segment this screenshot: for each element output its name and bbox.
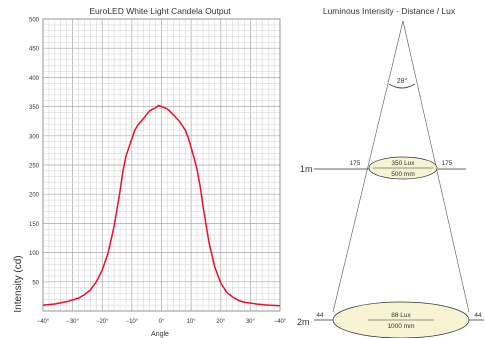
level-1m-left-value: 175: [350, 160, 361, 167]
lux-diagram: Luminous Intensity - Distance / Lux 28° …: [297, 6, 484, 338]
plot-frame: [42, 18, 281, 312]
level-2m: 2m 88 Lux 1000 mm 44 44: [297, 301, 484, 338]
beam-edge-left: [332, 20, 404, 313]
y-tick-label: 150: [29, 222, 40, 228]
x-axis-label: Angle: [151, 331, 169, 338]
y-tick-label: 250: [29, 164, 40, 170]
level-1m-lux: 350 Lux: [391, 160, 415, 167]
beam-angle-arc: [388, 83, 416, 89]
level-2m-right-value: 44: [474, 312, 482, 319]
y-tick-labels: 50 100 150 200 250 300 350 400 450 500: [29, 18, 40, 287]
x-tick-label: 10°: [187, 319, 197, 325]
x-tick-label: −40°: [37, 319, 50, 325]
level-2m-distance: 2m: [297, 317, 310, 327]
y-tick-label: 450: [29, 47, 40, 53]
x-tick-label: 20°: [216, 319, 226, 325]
level-1m-diameter: 500 mm: [391, 171, 414, 178]
y-tick-label: 200: [29, 193, 40, 199]
chart-grid: [42, 18, 281, 312]
candela-series-line: [42, 104, 281, 307]
y-tick-label: 300: [29, 134, 40, 140]
level-2m-left-value: 44: [316, 312, 324, 319]
x-tick-label: −10°: [126, 319, 139, 325]
y-tick-label: 350: [29, 105, 40, 111]
x-tick-labels: −40° −30° −20° −10° 0° 10° 20° 30° −40°: [37, 319, 287, 325]
chart-title: EuroLED White Light Candela Output: [89, 6, 231, 16]
candela-chart: EuroLED White Light Candela Output 50 100…: [13, 6, 287, 338]
level-2m-lux: 88 Lux: [391, 312, 411, 319]
level-1m-distance: 1m: [300, 164, 313, 174]
level-2m-diameter: 1000 mm: [387, 323, 414, 330]
y-tick-label: 400: [29, 76, 40, 82]
diagram-title: Luminous Intensity - Distance / Lux: [323, 6, 456, 16]
level-1m: 1m 350 Lux 500 mm 175 175: [300, 156, 466, 180]
y-tick-label: 100: [29, 251, 40, 257]
level-1m-right-value: 175: [442, 160, 453, 167]
x-tick-label: −20°: [96, 319, 109, 325]
x-tick-label: 30°: [246, 319, 256, 325]
y-tick-label: 50: [32, 280, 39, 286]
x-tick-label: 0°: [159, 319, 165, 325]
beam-angle-label: 28°: [397, 77, 408, 85]
y-axis-label: Intensity (cd): [13, 255, 24, 312]
x-tick-label: −40°: [274, 319, 287, 325]
y-tick-label: 500: [29, 18, 40, 24]
x-tick-label: −30°: [66, 319, 79, 325]
